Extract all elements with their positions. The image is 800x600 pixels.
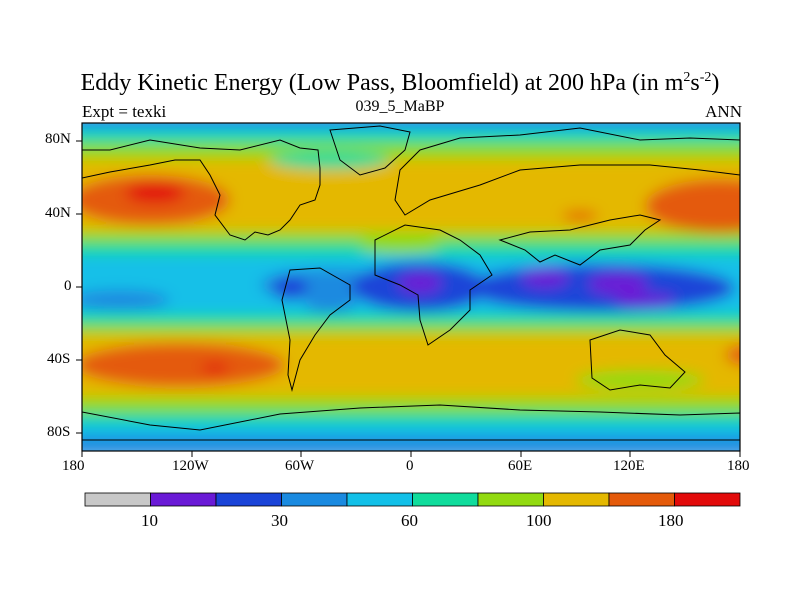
colorbar-label-180: 180 (658, 511, 684, 530)
title-exponent-2: -2 (699, 70, 712, 85)
band-north-subtrop (82, 231, 740, 243)
low-amazon (272, 276, 308, 300)
peak-south-pacific (201, 363, 229, 373)
antarctica-outline (82, 404, 740, 441)
ytick-label-80s: 80S (47, 424, 71, 440)
ytick-label-80n: 80N (45, 131, 71, 147)
min-africa (398, 272, 442, 294)
chart-title: Eddy Kinetic Energy (Low Pass, Bloomfiel… (0, 70, 800, 97)
colorbar-box-1 (150, 492, 217, 507)
patch-sahara (360, 237, 440, 253)
ytick-label-40n: 40N (45, 205, 71, 221)
australia-outline (589, 329, 686, 391)
colorbar-label-100: 100 (526, 511, 552, 530)
low-southatlantic (305, 297, 355, 313)
peak-north-pacific (125, 183, 185, 203)
contour-field (82, 123, 740, 451)
colorbar-box-8 (608, 492, 675, 507)
ytick-label-40s: 40S (47, 351, 71, 367)
xtick-label-60e: 60E (508, 458, 533, 474)
title-close: ) (711, 70, 720, 96)
title-main: Eddy Kinetic Energy (Low Pass, Bloomfiel… (80, 70, 684, 96)
title-exponent-1: 2 (683, 70, 691, 85)
xtick-label-180e: 180 (727, 458, 750, 474)
colorbar-box-2 (215, 492, 282, 507)
track-south-pacific (82, 343, 285, 387)
track-south-east (725, 345, 740, 365)
band-south-polar (82, 423, 740, 437)
xtick-label-120w: 120W (172, 458, 209, 474)
xtick-label-0: 0 (406, 458, 414, 474)
colorbar (84, 492, 741, 507)
colorbar-label-10: 10 (141, 511, 158, 530)
colorbar-label-30: 30 (271, 511, 288, 530)
low-eastpacific (82, 290, 170, 310)
center-subtitle: 039_5_MaBP (355, 98, 445, 115)
min-maritime (588, 272, 648, 296)
south-america-outline (281, 267, 351, 392)
colorbar-label-60: 60 (401, 511, 418, 530)
band-south-pole (82, 436, 740, 451)
right-subtitle: ANN (705, 102, 742, 121)
band-south-trop (82, 314, 740, 326)
colorbar-box-3 (281, 492, 348, 507)
north-america-outline (82, 139, 321, 241)
min-indian (521, 268, 569, 288)
band-north-polar (82, 124, 740, 134)
spot-asia (562, 211, 598, 221)
coastlines (82, 125, 740, 441)
title-s: s (690, 70, 700, 96)
colorbar-box-5 (412, 492, 479, 507)
colorbar-box-4 (346, 492, 413, 507)
track-north-pacific-west (645, 179, 740, 233)
africa-outline (374, 224, 493, 346)
left-subtitle: Expt = texki (82, 102, 167, 121)
band-north-subpolar (82, 133, 740, 145)
greenland-outline (329, 125, 411, 176)
field-layer (82, 123, 740, 451)
ytick-label-0: 0 (64, 278, 72, 294)
eurasia-outline (394, 127, 740, 216)
band-south-subtrop (82, 325, 740, 335)
colorbar-box-9 (674, 492, 741, 507)
xtick-label-120e: 120E (613, 458, 645, 474)
colorbar-box-6 (477, 492, 544, 507)
colorbar-box-0 (84, 492, 151, 507)
colorbar-box-7 (543, 492, 610, 507)
axis-ticks (76, 140, 741, 457)
patch-arctic (270, 151, 390, 169)
xtick-label-60w: 60W (285, 458, 315, 474)
band-south-high (82, 397, 740, 413)
band-north-high (82, 144, 740, 160)
min-pacific (615, 293, 675, 307)
south-asia-outline (498, 214, 662, 266)
xtick-label-180w: 180 (62, 458, 85, 474)
